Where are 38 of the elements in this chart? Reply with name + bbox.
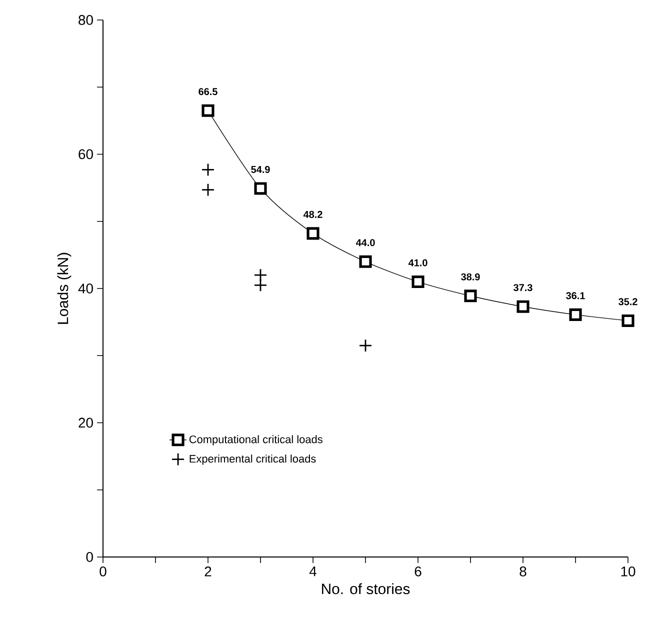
x-tick-label: 8: [520, 566, 526, 576]
point: [306, 227, 320, 240]
x-tick-label: 10: [621, 566, 636, 576]
data-label: 48.2: [303, 210, 322, 218]
y-tick-label: 80: [78, 15, 93, 25]
point: [201, 183, 215, 196]
data-label: 54.9: [251, 166, 270, 173]
point: [412, 276, 424, 288]
data-label: 66.5: [198, 88, 218, 96]
x-tick-label: 0: [100, 566, 106, 576]
point: [516, 300, 530, 313]
point: [254, 278, 268, 292]
data-label: 37.3: [514, 284, 532, 292]
x-axis-title: No. of stories: [322, 583, 410, 594]
legend-label: Experimental critical loads: [190, 454, 316, 465]
point: [359, 255, 372, 268]
y-tick-label: 0: [86, 552, 93, 562]
point: [254, 182, 267, 195]
y-tick-label: 60: [78, 149, 93, 160]
point: [622, 314, 634, 327]
data-label: 44.0: [356, 239, 375, 246]
y-axis-title: Loads (kN): [57, 252, 72, 324]
data-label: 35.2: [618, 298, 638, 306]
x-tick-label: 2: [204, 566, 212, 576]
point: [202, 104, 214, 117]
point: [464, 290, 477, 302]
y-tick-label: 40: [78, 284, 93, 294]
legend-label: Computational critical loads: [189, 435, 322, 446]
y-tick-label: 20: [78, 418, 93, 428]
point: [358, 338, 372, 352]
data-label: 41.0: [408, 259, 428, 266]
x-tick-label: 4: [309, 566, 316, 576]
x-tick-label: 6: [414, 566, 422, 576]
point: [569, 308, 582, 321]
data-label: 38.9: [461, 273, 480, 280]
point: [254, 268, 268, 282]
point: [201, 163, 215, 176]
data-label: 36.1: [566, 292, 585, 300]
